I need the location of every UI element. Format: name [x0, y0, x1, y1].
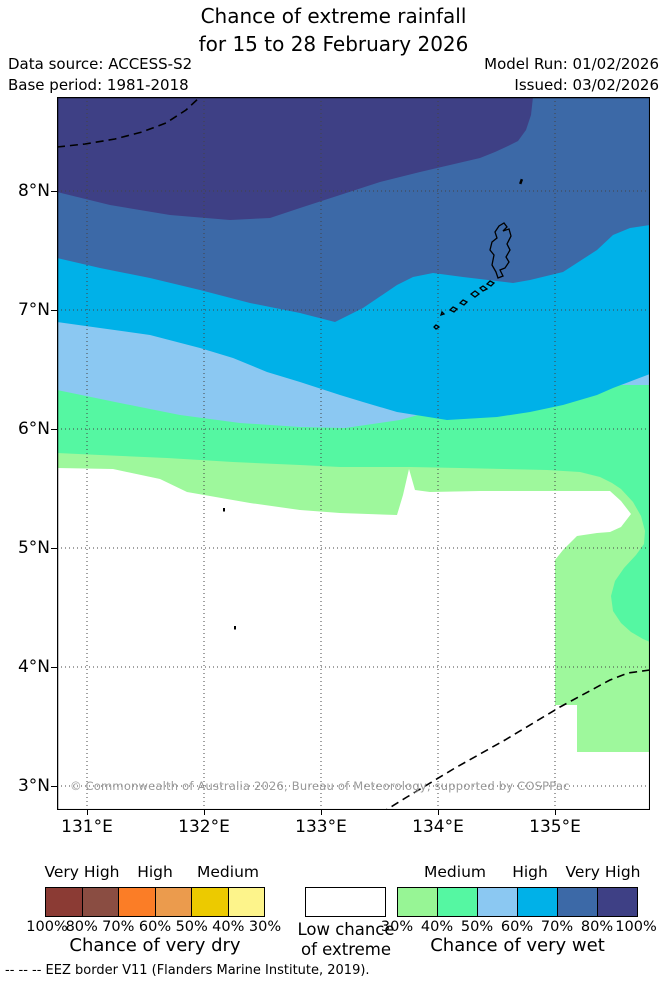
- x-tick: [204, 810, 205, 815]
- base-period: Base period: 1981-2018: [8, 76, 189, 94]
- x-tick: [555, 810, 556, 815]
- wet-swatch-60: [518, 888, 558, 916]
- dry-tick-60: 60%: [138, 919, 172, 935]
- title-line-2: for 15 to 28 February 2026: [198, 32, 469, 56]
- wet-swatch-80: [598, 888, 637, 916]
- dry-swatch-50: [192, 888, 229, 916]
- wet-colorbar: [397, 887, 638, 917]
- wet-tick-30: 30%: [380, 919, 414, 935]
- lat-label-5n: 5°N: [17, 538, 50, 558]
- footer-note: -- -- -- EEZ border V11 (Flanders Marine…: [5, 963, 370, 978]
- lon-label-131e: 131°E: [61, 817, 113, 837]
- dry-tick-50: 50%: [175, 919, 208, 935]
- low-chance-swatch: [305, 887, 386, 917]
- dry-tick-100: 100%: [26, 919, 68, 935]
- x-tick: [321, 810, 322, 815]
- small-islands: [223, 178, 524, 630]
- title-line-1: Chance of extreme rainfall: [200, 4, 467, 28]
- lon-label-133e: 133°E: [295, 817, 347, 837]
- wet-label-very-high: Very High: [565, 863, 641, 881]
- rainfall-probability-map: [57, 97, 650, 810]
- issued-date: Issued: 03/02/2026: [514, 76, 659, 94]
- footer-text: EEZ border V11 (Flanders Marine Institut…: [41, 963, 370, 978]
- dry-tick-70: 70%: [102, 919, 135, 935]
- x-tick: [438, 810, 439, 815]
- lon-label-135e: 135°E: [529, 817, 581, 837]
- y-tick: [51, 786, 57, 787]
- wet-caption: Chance of very wet: [430, 935, 605, 956]
- wet-tick-80: 80%: [580, 919, 614, 935]
- dry-tick-80: 80%: [65, 919, 98, 935]
- lat-label-7n: 7°N: [17, 300, 50, 320]
- wet-tick-50: 50%: [460, 919, 494, 935]
- wet-label-high: High: [512, 863, 548, 881]
- dry-swatch-60: [155, 888, 192, 916]
- dry-swatch-100: [46, 888, 83, 916]
- meta-left: Data source: ACCESS-S2 Base period: 1981…: [8, 54, 192, 96]
- dry-swatch-40: [228, 888, 264, 916]
- map-frame: [57, 97, 650, 810]
- dry-colorbar: [45, 887, 265, 917]
- eez-dash-sample: -- -- --: [5, 963, 42, 978]
- dry-tick-30: 30%: [248, 919, 282, 935]
- dry-tick-40: 40%: [212, 919, 245, 935]
- page-title: Chance of extreme rainfall for 15 to 28 …: [0, 2, 667, 58]
- dry-caption: Chance of very dry: [69, 935, 241, 956]
- dry-label-high: High: [137, 863, 173, 881]
- y-tick: [51, 429, 57, 430]
- x-tick: [87, 810, 88, 815]
- dry-label-very-high: Very High: [44, 863, 120, 881]
- wet-tick-60: 60%: [500, 919, 534, 935]
- wet-tick-40: 40%: [420, 919, 454, 935]
- data-source: Data source: ACCESS-S2: [8, 55, 193, 73]
- lon-label-134e: 134°E: [412, 817, 464, 837]
- dry-swatch-80: [82, 888, 119, 916]
- lat-label-6n: 6°N: [17, 419, 50, 439]
- graticule: [57, 97, 650, 810]
- dry-label-medium: Medium: [197, 863, 259, 881]
- y-tick: [51, 548, 57, 549]
- low-chance-label: Low chance of extreme: [280, 920, 412, 960]
- y-tick: [51, 191, 57, 192]
- y-tick: [51, 310, 57, 311]
- wet-label-medium: Medium: [424, 863, 486, 881]
- eez-border-line: [57, 97, 650, 810]
- wet-tick-100: 100%: [615, 919, 657, 935]
- low-chance-line-2: of extreme: [300, 940, 392, 959]
- lat-label-8n: 8°N: [17, 181, 50, 201]
- lat-label-3n: 3°N: [17, 776, 50, 796]
- copyright-notice: © Commonwealth of Australia 2026, Bureau…: [70, 779, 570, 793]
- wet-swatch-30: [398, 888, 438, 916]
- wet-swatch-70: [558, 888, 598, 916]
- lon-label-132e: 132°E: [178, 817, 230, 837]
- y-tick: [51, 667, 57, 668]
- band-wet-80: [57, 97, 533, 220]
- meta-right: Model Run: 01/02/2026 Issued: 03/02/2026: [484, 54, 659, 96]
- low-chance-line-1: Low chance: [297, 920, 395, 939]
- wet-swatch-50: [478, 888, 518, 916]
- model-run: Model Run: 01/02/2026: [484, 55, 659, 73]
- wet-tick-70: 70%: [540, 919, 574, 935]
- wet-swatch-40: [438, 888, 478, 916]
- dry-swatch-70: [119, 888, 156, 916]
- lat-label-4n: 4°N: [17, 657, 50, 677]
- palau-islands: [433, 222, 512, 330]
